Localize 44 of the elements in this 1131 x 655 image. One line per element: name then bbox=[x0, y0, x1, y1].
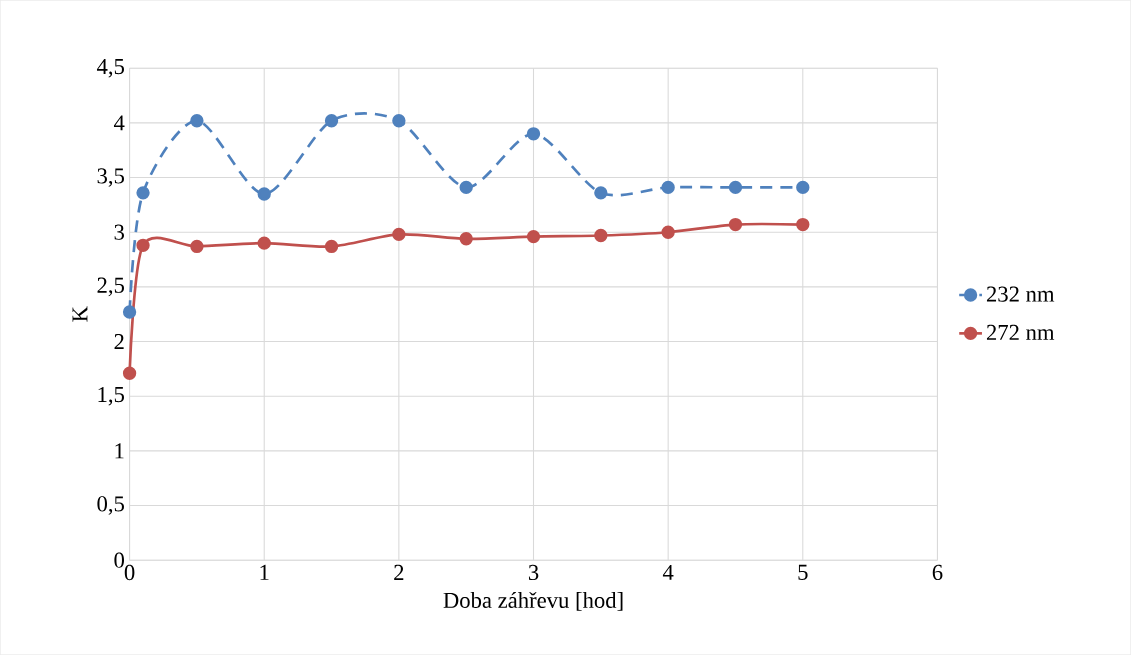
x-tick-label: 3 bbox=[528, 564, 539, 581]
x-tick-label: 1 bbox=[260, 564, 269, 580]
point bbox=[459, 180, 473, 195]
point bbox=[324, 239, 339, 254]
y-tick-label: 3,5 bbox=[97, 168, 124, 187]
point bbox=[796, 180, 810, 195]
point bbox=[324, 114, 339, 128]
y-tick-label: 1,5 bbox=[98, 386, 124, 406]
x-tick-label: 2 bbox=[394, 564, 404, 580]
y-tick-label: 2 bbox=[114, 333, 124, 349]
point bbox=[190, 114, 204, 128]
x-axis-title: Doba záhřevu [hod] bbox=[443, 591, 623, 611]
point bbox=[594, 186, 608, 200]
y-tick-label: 0 bbox=[114, 552, 125, 568]
x-tick-label: 5 bbox=[798, 564, 808, 580]
x-tick-label: 4 bbox=[662, 564, 674, 580]
point bbox=[526, 127, 541, 141]
point bbox=[122, 305, 137, 319]
y-tick-label: 1 bbox=[115, 443, 124, 459]
x-tick-label: 6 bbox=[932, 564, 943, 581]
point bbox=[661, 180, 675, 195]
point bbox=[122, 366, 137, 380]
y-axis-title: K bbox=[72, 306, 88, 322]
y-tick-label: 2,5 bbox=[97, 277, 124, 297]
point bbox=[661, 225, 675, 239]
point bbox=[728, 217, 743, 232]
point bbox=[526, 229, 541, 244]
point bbox=[796, 217, 810, 232]
point bbox=[257, 236, 271, 250]
point bbox=[136, 238, 150, 252]
point bbox=[728, 180, 743, 195]
point bbox=[190, 239, 204, 254]
point bbox=[136, 186, 150, 200]
y-tick-label: 3 bbox=[114, 224, 124, 240]
point bbox=[392, 227, 406, 242]
y-tick-label: 4,5 bbox=[96, 59, 124, 78]
y-tick-label: 4 bbox=[113, 115, 125, 131]
point bbox=[594, 228, 608, 243]
legend-label: 272 nm bbox=[986, 324, 1055, 340]
point bbox=[459, 232, 473, 246]
point bbox=[392, 114, 406, 128]
legend-label: 232 nm bbox=[986, 286, 1055, 302]
point bbox=[257, 187, 271, 201]
y-tick-label: 0,5 bbox=[97, 496, 124, 515]
